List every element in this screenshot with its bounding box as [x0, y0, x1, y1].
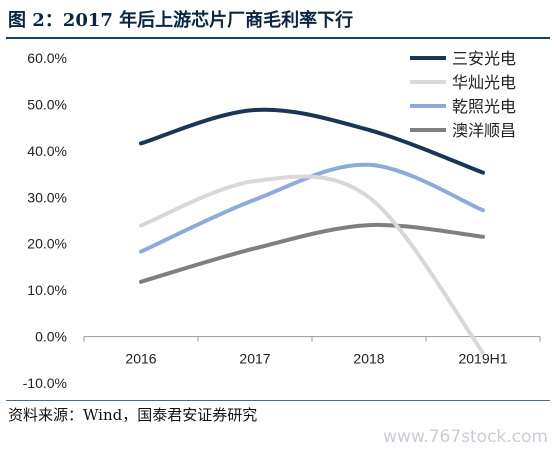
source-note: 资料来源：Wind，国泰君安证券研究 — [8, 406, 258, 424]
figure-title: 图 2：2017 年后上游芯片厂商毛利率下行 — [8, 10, 354, 31]
y-tick-label: 40.0% — [27, 143, 67, 159]
series-lines — [139, 107, 485, 355]
legend-label: 三安光电 — [452, 49, 516, 68]
source-divider — [6, 400, 550, 401]
legend-label: 华灿光电 — [452, 73, 516, 92]
y-tick-label: -10.0% — [23, 375, 67, 391]
y-tick-label: 60.0% — [27, 50, 67, 66]
y-tick-label: 50.0% — [27, 96, 67, 112]
title-divider — [6, 37, 550, 39]
x-axis: 2016 2017 2018 2019H1 — [83, 336, 541, 367]
series-line — [139, 222, 485, 284]
series-line — [139, 174, 485, 355]
x-tick-label: 2018 — [353, 351, 384, 367]
x-tick-label: 2019H1 — [458, 351, 507, 367]
y-tick-label: 20.0% — [27, 236, 67, 252]
line-chart: -10.0% 0.0% 10.0% 20.0% 30.0% 40.0% 50.0% 60.0%… — [23, 49, 541, 391]
series-line — [139, 107, 485, 175]
y-tick-label: 10.0% — [27, 282, 67, 298]
y-axis-ticks: -10.0% 0.0% 10.0% 20.0% 30.0% 40.0% 50.0% 60.0% — [23, 50, 67, 391]
y-tick-label: 0.0% — [35, 329, 67, 345]
x-tick-label: 2017 — [239, 351, 270, 367]
y-tick-label: 30.0% — [27, 189, 67, 205]
legend-label: 乾照光电 — [452, 97, 516, 116]
legend-label: 澳洋顺昌 — [452, 121, 516, 140]
watermark: www.767stock.com — [383, 427, 548, 447]
x-tick-label: 2016 — [125, 351, 156, 367]
